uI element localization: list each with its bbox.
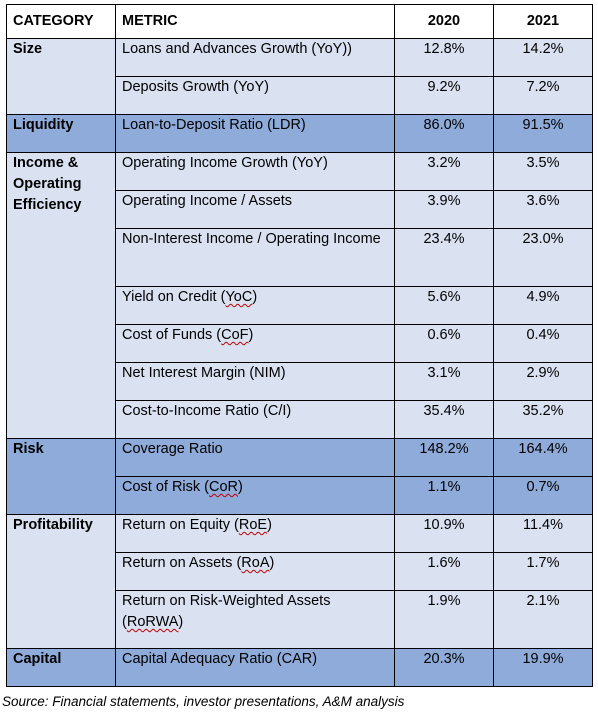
value-2021: 4.9% — [493, 286, 593, 325]
category-risk: Risk — [6, 438, 116, 515]
metric-text: ) — [178, 614, 184, 630]
header-2021: 2021 — [493, 4, 593, 39]
value-2020: 1.6% — [394, 552, 494, 591]
metric-text: ) — [238, 479, 243, 495]
value-2021: 0.4% — [493, 324, 593, 363]
metric-cell: Loans and Advances Growth (YoY)) — [115, 38, 395, 77]
metric-text: ) — [248, 327, 254, 343]
metric-cell: Operating Income Growth (YoY) — [115, 152, 395, 191]
kpi-table-container: CATEGORY METRIC 2020 2021 Size Loans and… — [6, 4, 593, 687]
value-2020: 5.6% — [394, 286, 494, 325]
value-2020: 3.1% — [394, 362, 494, 401]
value-2020: 20.3% — [394, 648, 494, 687]
metric-cell: Return on Assets (RoA) — [115, 552, 395, 591]
metric-cell: Cost of Risk (CoR) — [115, 476, 395, 515]
value-2021: 2.9% — [493, 362, 593, 401]
value-2021: 3.5% — [493, 152, 593, 191]
value-2020: 1.9% — [394, 590, 494, 649]
metric-text: Cost of Funds ( — [122, 327, 222, 343]
table-row: Deposits Growth (YoY) 9.2% 7.2% — [6, 76, 593, 115]
category-profitability: Profitability — [6, 514, 116, 649]
value-2021: 2.1% — [493, 590, 593, 649]
value-2020: 1.1% — [394, 476, 494, 515]
value-2020: 10.9% — [394, 514, 494, 553]
value-2021: 19.9% — [493, 648, 593, 687]
spellcheck-marked-word: CoR — [209, 479, 239, 495]
metric-text: Return on Risk-Weighted Assets ( — [122, 593, 331, 630]
metric-text: ) — [252, 289, 258, 305]
value-2020: 3.9% — [394, 190, 494, 229]
header-2020: 2020 — [394, 4, 494, 39]
metric-text: Return on Equity ( — [122, 517, 239, 533]
value-2020: 35.4% — [394, 400, 494, 439]
table-row: Cost-to-Income Ratio (C/I) 35.4% 35.2% — [6, 400, 593, 439]
value-2020: 86.0% — [394, 114, 494, 153]
metric-cell: Net Interest Margin (NIM) — [115, 362, 395, 401]
metric-cell: Return on Equity (RoE) — [115, 514, 395, 553]
metric-cell: Deposits Growth (YoY) — [115, 76, 395, 115]
header-category: CATEGORY — [6, 4, 116, 39]
metric-cell: Coverage Ratio — [115, 438, 395, 477]
metric-text: Yield on Credit ( — [122, 289, 226, 305]
value-2021: 11.4% — [493, 514, 593, 553]
category-capital: Capital — [6, 648, 116, 687]
value-2021: 23.0% — [493, 228, 593, 287]
spellcheck-marked-word: RoE — [238, 517, 268, 533]
value-2021: 164.4% — [493, 438, 593, 477]
value-2020: 148.2% — [394, 438, 494, 477]
category-income-operating-efficiency: Income & Operating Efficiency — [6, 152, 116, 439]
value-2021: 35.2% — [493, 400, 593, 439]
metric-text: ) — [267, 517, 272, 533]
header-metric: METRIC — [115, 4, 395, 39]
value-2020: 0.6% — [394, 324, 494, 363]
spellcheck-marked-word: CoF — [221, 327, 249, 343]
header-row: CATEGORY METRIC 2020 2021 — [6, 4, 593, 39]
metric-text: Return on Assets ( — [122, 555, 242, 571]
value-2020: 12.8% — [394, 38, 494, 77]
metric-text: Cost of Risk ( — [122, 479, 210, 495]
spellcheck-marked-word: RoRWA — [126, 614, 179, 630]
metric-cell: Loan-to-Deposit Ratio (LDR) — [115, 114, 395, 153]
table-row: Risk Coverage Ratio 148.2% 164.4% — [6, 438, 593, 515]
value-2021: 14.2% — [493, 38, 593, 77]
spellcheck-marked-word: YoC — [225, 289, 253, 305]
spellcheck-marked-word: RoA — [241, 555, 270, 571]
category-size: Size — [6, 38, 116, 115]
category-liquidity: Liquidity — [6, 114, 116, 153]
source-note: Source: Financial statements, investor p… — [2, 694, 405, 709]
value-2020: 23.4% — [394, 228, 494, 287]
kpi-table: CATEGORY METRIC 2020 2021 Size Loans and… — [6, 4, 593, 687]
table-row: Size Loans and Advances Growth (YoY)) 12… — [6, 38, 593, 115]
value-2021: 91.5% — [493, 114, 593, 153]
value-2021: 3.6% — [493, 190, 593, 229]
metric-cell: Yield on Credit (YoC) — [115, 286, 395, 325]
table-row: Capital Capital Adequacy Ratio (CAR) 20.… — [6, 648, 593, 687]
value-2020: 9.2% — [394, 76, 494, 115]
value-2021: 1.7% — [493, 552, 593, 591]
metric-cell: Non-Interest Income / Operating Income — [115, 228, 395, 287]
value-2020: 3.2% — [394, 152, 494, 191]
table-row: Income & Operating Efficiency Operating … — [6, 152, 593, 439]
metric-cell: Return on Risk-Weighted Assets (RoRWA) — [115, 590, 395, 649]
metric-cell: Capital Adequacy Ratio (CAR) — [115, 648, 395, 687]
table-row: Profitability Return on Equity (RoE) 10.… — [6, 514, 593, 649]
metric-cell: Cost of Funds (CoF) — [115, 324, 395, 363]
metric-cell: Cost-to-Income Ratio (C/I) — [115, 400, 395, 439]
metric-text: ) — [269, 555, 275, 571]
table-row: Liquidity Loan-to-Deposit Ratio (LDR) 86… — [6, 114, 593, 153]
value-2021: 0.7% — [493, 476, 593, 515]
value-2021: 7.2% — [493, 76, 593, 115]
metric-cell: Operating Income / Assets — [115, 190, 395, 229]
